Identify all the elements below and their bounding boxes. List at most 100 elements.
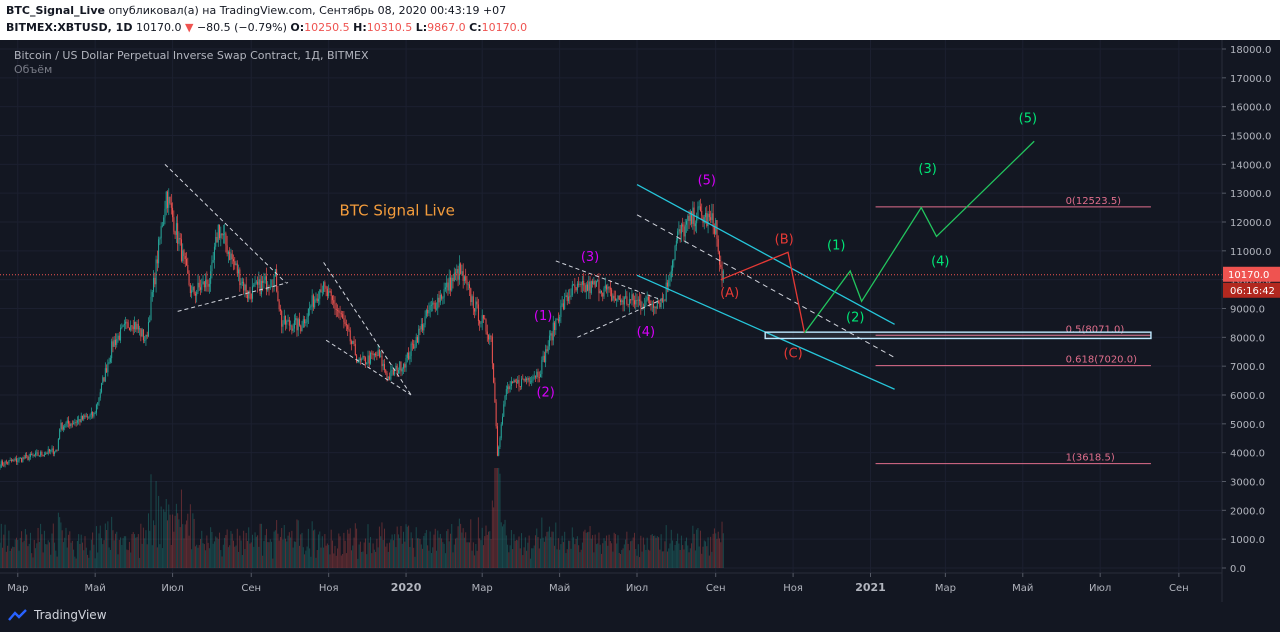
volume-legend: Объём xyxy=(14,63,53,76)
candle-body xyxy=(70,423,72,427)
candle-body xyxy=(163,217,165,226)
candle-body xyxy=(622,300,624,305)
annotation-title: BTC Signal Live xyxy=(340,202,455,220)
candle-body xyxy=(551,333,553,341)
candle-body xyxy=(583,280,585,286)
candle-body xyxy=(193,286,195,294)
symbol-label: BITMEX:XBTUSD, 1D xyxy=(6,21,133,34)
candle-body xyxy=(14,458,16,460)
volume-bar xyxy=(389,542,391,568)
candle-body xyxy=(31,453,33,456)
volume-bar xyxy=(298,545,300,568)
volume-bar xyxy=(260,523,262,568)
candle-body xyxy=(239,269,241,286)
volume-bar xyxy=(286,541,288,568)
candle-body xyxy=(357,361,359,363)
volume-bar xyxy=(278,540,280,568)
candle-body xyxy=(617,295,619,300)
candle-body xyxy=(683,226,685,237)
candle-body xyxy=(297,319,299,331)
volume-bar xyxy=(585,532,587,568)
close-label: C: xyxy=(469,21,482,34)
wave-label: (4) xyxy=(637,325,655,340)
candle-body xyxy=(134,321,136,330)
volume-bar xyxy=(169,514,171,568)
candle-body xyxy=(156,259,158,264)
volume-bar xyxy=(0,523,2,568)
volume-bar xyxy=(316,550,318,568)
volume-bar xyxy=(141,543,143,568)
candle-body xyxy=(500,424,502,438)
tradingview-brand[interactable]: TradingView xyxy=(8,608,107,622)
volume-bar xyxy=(253,546,255,568)
volume-bar xyxy=(602,543,604,568)
volume-bar xyxy=(432,547,434,568)
candle-body xyxy=(595,280,597,287)
volume-bar xyxy=(573,537,575,568)
volume-bar xyxy=(250,542,252,568)
candle-body xyxy=(410,343,412,356)
volume-bar xyxy=(604,540,606,568)
fib-level-label: 1(3618.5) xyxy=(1066,453,1115,464)
candle-body xyxy=(373,353,375,356)
volume-bar xyxy=(622,548,624,568)
candle-body xyxy=(442,297,444,299)
candle-body xyxy=(286,321,288,325)
candle-body xyxy=(708,213,710,218)
candle-body xyxy=(405,357,407,368)
volume-bar xyxy=(41,534,43,568)
candle-body xyxy=(428,310,430,314)
candle-body xyxy=(559,316,561,322)
candle-body xyxy=(103,377,105,382)
candle-body xyxy=(283,316,285,324)
volume-bar xyxy=(642,537,644,568)
candle-body xyxy=(603,288,605,297)
candle-body xyxy=(338,310,340,313)
volume-bar xyxy=(65,527,67,568)
price-chart[interactable]: 0(12523.5) 0.5(8071.0) 0.618(7020.0) 1(3618… xyxy=(0,40,1280,602)
volume-bar xyxy=(255,536,257,568)
volume-bar xyxy=(175,503,177,568)
volume-bar xyxy=(88,557,90,568)
candle-body xyxy=(637,299,639,301)
volume-bar xyxy=(22,542,24,568)
open-value: 10250.5 xyxy=(304,21,350,34)
volume-bar xyxy=(239,535,241,568)
volume-bar xyxy=(155,480,157,568)
candle-body xyxy=(330,291,332,296)
volume-bar xyxy=(457,526,459,568)
volume-bar xyxy=(59,517,61,568)
candle-body xyxy=(136,323,138,330)
candle-body xyxy=(602,292,604,297)
candle-body xyxy=(198,282,200,288)
volume-bar xyxy=(215,536,217,568)
chart-area[interactable]: 0(12523.5) 0.5(8071.0) 0.618(7020.0) 1(3618… xyxy=(0,40,1280,602)
volume-bar xyxy=(211,531,213,568)
volume-bar xyxy=(708,555,710,568)
volume-bar xyxy=(272,558,274,568)
volume-bar xyxy=(173,531,175,568)
volume-bar xyxy=(664,541,666,568)
candle-body xyxy=(588,281,590,291)
volume-bar xyxy=(521,533,523,568)
volume-bar xyxy=(716,538,718,568)
volume-bar xyxy=(156,547,158,568)
volume-bar xyxy=(595,544,597,568)
volume-bar xyxy=(515,539,517,568)
volume-bar xyxy=(600,553,602,568)
channel-middle-line xyxy=(636,214,895,358)
volume-bar xyxy=(69,531,71,568)
candle-body xyxy=(430,304,432,306)
volume-bar xyxy=(609,541,611,568)
volume-bar xyxy=(140,523,142,568)
candle-body xyxy=(404,364,406,368)
author-name[interactable]: BTC_Signal_Live xyxy=(6,4,105,17)
volume-bar xyxy=(571,527,573,568)
volume-bar xyxy=(249,543,251,568)
volume-bar xyxy=(333,553,335,568)
volume-bar xyxy=(47,540,49,568)
corrective-wave-path xyxy=(720,251,806,334)
price-tick-label: 9000.0 xyxy=(1230,305,1265,316)
volume-bar xyxy=(232,540,234,568)
volume-bar xyxy=(165,499,167,568)
